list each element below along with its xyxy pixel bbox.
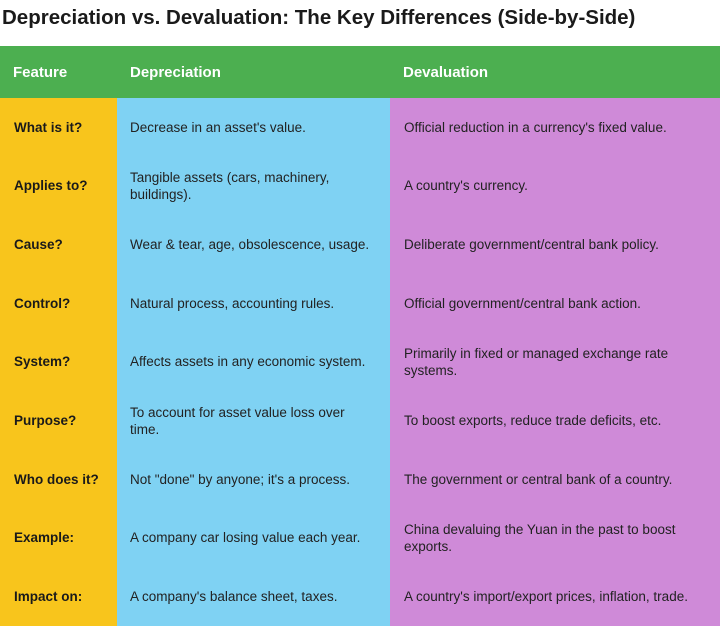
- devaluation-cell: To boost exports, reduce trade deficits,…: [390, 391, 720, 450]
- devaluation-cell: China devaluing the Yuan in the past to …: [390, 508, 720, 568]
- feature-cell: What is it?: [0, 98, 117, 157]
- page-title: Depreciation vs. Devaluation: The Key Di…: [2, 6, 636, 29]
- depreciation-cell: Decrease in an asset's value.: [117, 98, 390, 157]
- header-feature: Feature: [0, 46, 117, 98]
- header-depreciation: Depreciation: [117, 46, 390, 98]
- feature-cell: Cause?: [0, 215, 117, 274]
- feature-cell: Example:: [0, 508, 117, 568]
- depreciation-cell: Tangible assets (cars, machinery, buildi…: [117, 156, 390, 216]
- depreciation-cell: A company's balance sheet, taxes.: [117, 567, 390, 626]
- devaluation-cell: Official government/central bank action.: [390, 274, 720, 333]
- feature-cell: System?: [0, 332, 117, 392]
- comparison-table: Feature Depreciation Devaluation What is…: [0, 46, 720, 626]
- depreciation-cell: Not "done" by anyone; it's a process.: [117, 450, 390, 509]
- devaluation-cell: A country's currency.: [390, 156, 720, 216]
- feature-cell: Impact on:: [0, 567, 117, 626]
- feature-cell: Applies to?: [0, 156, 117, 216]
- depreciation-cell: To account for asset value loss over tim…: [117, 391, 390, 450]
- feature-cell: Who does it?: [0, 450, 117, 509]
- depreciation-cell: Affects assets in any economic system.: [117, 332, 390, 392]
- devaluation-cell: Deliberate government/central bank polic…: [390, 215, 720, 274]
- depreciation-cell: Wear & tear, age, obsolescence, usage.: [117, 215, 390, 274]
- feature-cell: Control?: [0, 274, 117, 333]
- header-devaluation: Devaluation: [390, 46, 720, 98]
- devaluation-cell: Primarily in fixed or managed exchange r…: [390, 332, 720, 392]
- devaluation-cell: The government or central bank of a coun…: [390, 450, 720, 509]
- depreciation-cell: Natural process, accounting rules.: [117, 274, 390, 333]
- depreciation-cell: A company car losing value each year.: [117, 508, 390, 568]
- devaluation-cell: A country's import/export prices, inflat…: [390, 567, 720, 626]
- feature-cell: Purpose?: [0, 391, 117, 450]
- devaluation-cell: Official reduction in a currency's fixed…: [390, 98, 720, 157]
